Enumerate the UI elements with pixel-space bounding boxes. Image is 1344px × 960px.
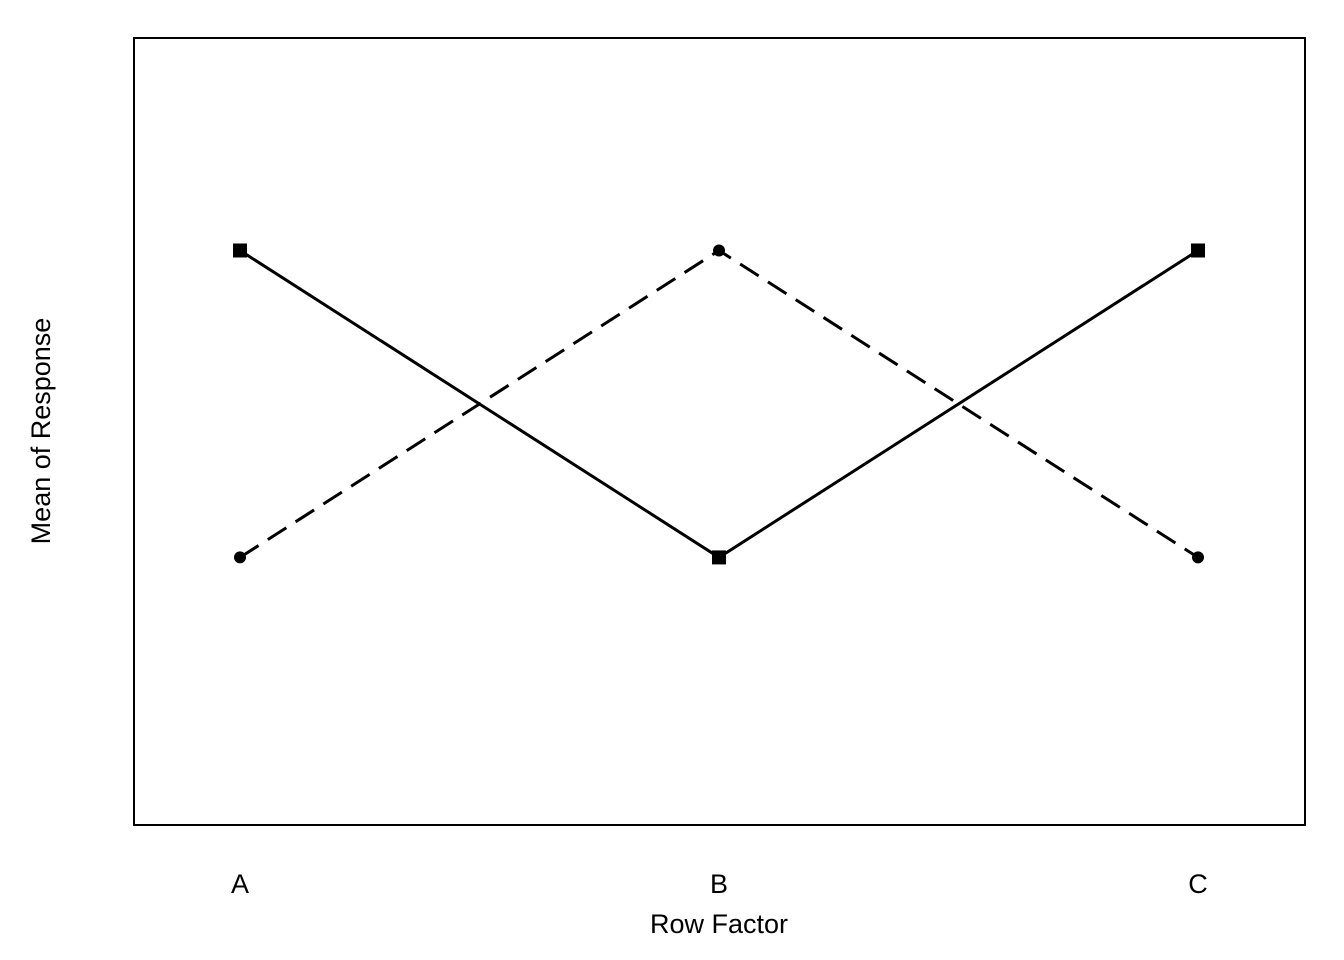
x-tick-labels: A B C [231, 869, 1208, 899]
x-tick-label-c: C [1188, 869, 1208, 899]
series-1-point-b [712, 550, 726, 565]
series-1-point-c [1191, 243, 1205, 258]
series-2-point-b [713, 244, 725, 257]
series-layer [233, 243, 1205, 565]
series-2 [234, 244, 1204, 564]
series-2-point-a [234, 551, 246, 564]
series-1-line [239, 249, 1199, 560]
series-2-point-c [1192, 551, 1204, 564]
x-tick-label-b: B [710, 869, 728, 899]
series-1 [233, 243, 1205, 565]
x-axis-label: Row Factor [650, 909, 788, 939]
plot-area-frame [133, 37, 1306, 826]
series-1-point-a [233, 243, 247, 258]
series-2-line [239, 248, 1199, 559]
x-tick-label-a: A [231, 869, 249, 899]
y-axis-label: Mean of Response [26, 318, 56, 545]
